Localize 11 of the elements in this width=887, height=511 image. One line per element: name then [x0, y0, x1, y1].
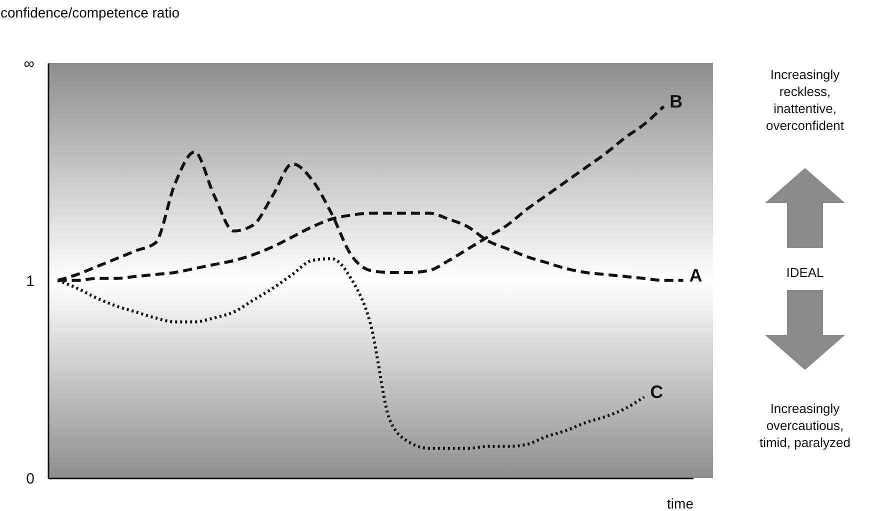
text: IDEAL — [785, 264, 825, 281]
y-tick-label: 1 — [26, 272, 34, 290]
y-tick-label: 0 — [26, 470, 34, 488]
text: Increasingly reckless, inattentive, overconfident — [764, 66, 846, 134]
series-label: C — [650, 382, 664, 402]
series-label: B — [670, 91, 683, 112]
y-tick-label: ∞ — [24, 56, 35, 72]
text: Increasingly overcautious, timid, paralyzed — [758, 400, 852, 451]
series-label: A — [689, 265, 702, 286]
x-axis-title: time — [667, 496, 694, 511]
y-axis-title: confidence/competence ratio — [0, 4, 180, 20]
